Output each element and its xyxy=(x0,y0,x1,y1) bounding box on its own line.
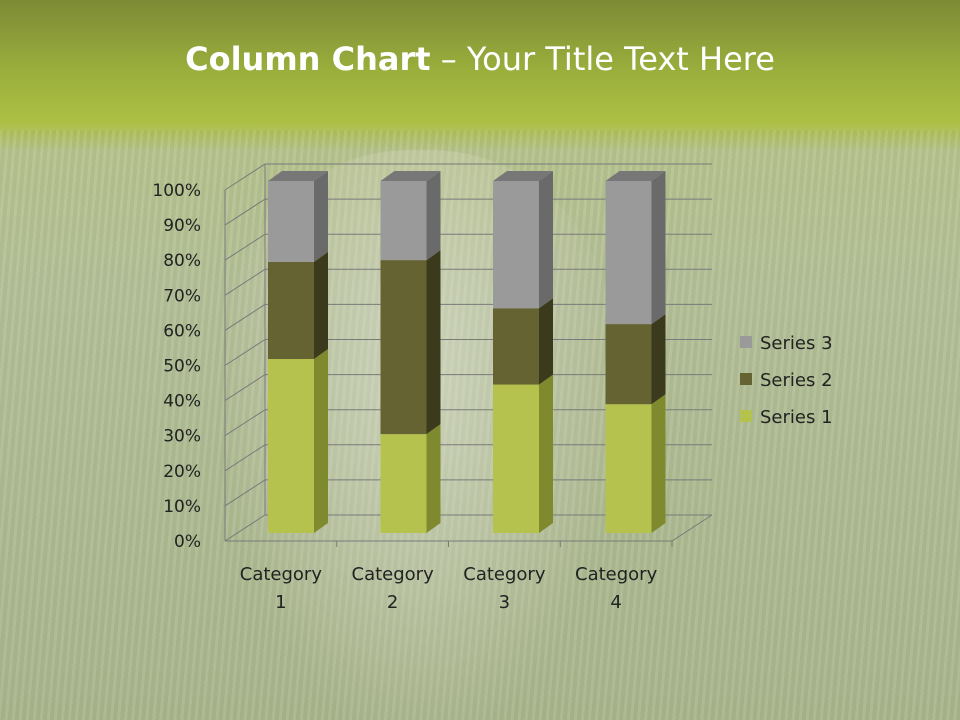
bar-segment xyxy=(493,384,539,533)
bar-segment xyxy=(380,181,427,261)
y-tick-label: 90% xyxy=(163,216,201,236)
x-tick-label: Category xyxy=(575,564,658,585)
y-tick-label: 80% xyxy=(163,251,201,271)
bar-segment xyxy=(605,324,652,405)
bar-side xyxy=(651,314,666,405)
y-tick-label: 10% xyxy=(163,497,201,517)
legend-swatch xyxy=(740,373,752,385)
legend-swatch xyxy=(740,336,752,348)
bar-side xyxy=(314,251,328,360)
bar-top xyxy=(380,171,441,181)
legend-label: Series 1 xyxy=(760,407,833,428)
bar-segment xyxy=(605,181,652,325)
bar-segment xyxy=(380,260,427,435)
bar-top xyxy=(493,171,553,181)
bar-side xyxy=(539,171,553,309)
bar-side xyxy=(426,171,441,261)
y-tick-label: 0% xyxy=(174,532,201,552)
bar-segment xyxy=(380,434,427,533)
bar-segment xyxy=(493,308,539,385)
x-tick-label: Category xyxy=(463,564,546,585)
x-tick-label: Category xyxy=(352,564,435,585)
y-tick-label: 60% xyxy=(163,321,201,341)
bar-segment xyxy=(268,359,314,533)
bar-side xyxy=(651,394,666,533)
x-tick-label: 2 xyxy=(387,592,398,613)
y-tick-label: 100% xyxy=(152,181,201,201)
y-tick-label: 40% xyxy=(163,392,201,412)
title-rest: – Your Title Text Here xyxy=(430,40,775,78)
x-tick-label: 3 xyxy=(499,592,510,613)
bar-segment xyxy=(268,181,314,262)
bar-segment xyxy=(493,181,539,309)
bar-side xyxy=(539,298,553,385)
y-tick-label: 70% xyxy=(163,286,201,306)
legend-label: Series 2 xyxy=(760,370,833,391)
x-tick-label: Category xyxy=(240,564,323,585)
bar-segment xyxy=(268,261,314,360)
x-tick-label: 4 xyxy=(610,592,621,613)
legend-swatch xyxy=(740,410,752,422)
bar-side xyxy=(651,171,666,325)
title-bold: Column Chart xyxy=(185,40,431,78)
legend-label: Series 3 xyxy=(760,333,833,354)
bar-top xyxy=(268,171,328,181)
bar-side xyxy=(314,171,328,262)
y-tick-label: 20% xyxy=(163,462,201,482)
x-tick-label: 1 xyxy=(275,592,286,613)
bar-side xyxy=(314,349,328,533)
bar-side xyxy=(539,374,553,533)
slide-title: Column Chart – Your Title Text Here xyxy=(0,40,960,78)
bar-segment xyxy=(605,404,652,533)
y-tick-label: 50% xyxy=(163,357,201,377)
bar-side xyxy=(426,424,441,533)
grass-background xyxy=(0,130,960,720)
bar-top xyxy=(605,171,666,181)
y-tick-label: 30% xyxy=(163,427,201,447)
bar-side xyxy=(426,250,441,435)
